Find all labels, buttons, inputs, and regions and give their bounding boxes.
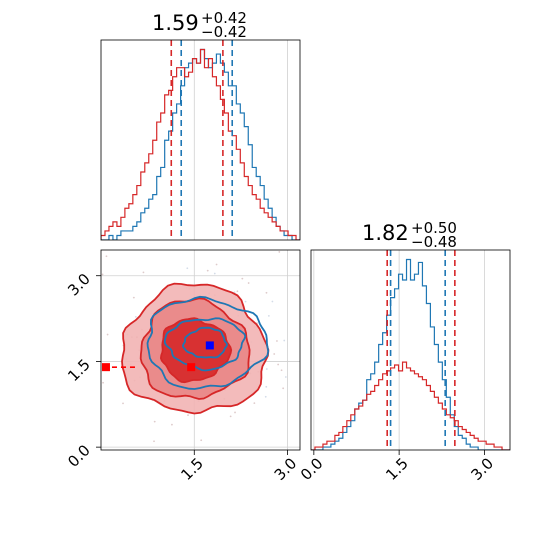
contour-sample-point bbox=[213, 272, 216, 275]
contour-sample-point bbox=[283, 339, 286, 342]
contour-sample-point bbox=[253, 402, 256, 405]
contour-sample-point bbox=[265, 368, 268, 370]
contour-sample-point bbox=[234, 411, 236, 414]
hist-param-2-xticks: 0.0 1.5 3.0 bbox=[297, 450, 497, 484]
contour-sample-point bbox=[273, 353, 276, 355]
hist-param-1-minus: −0.42 bbox=[201, 23, 247, 41]
contour-sample-point bbox=[62, 504, 64, 506]
contour-sample-point bbox=[142, 271, 145, 274]
contour-red-line-level-2 bbox=[121, 282, 270, 415]
contour-red-line-level-1 bbox=[139, 297, 251, 400]
contour-red-line-level-0 bbox=[159, 317, 233, 384]
contour-sample-point bbox=[276, 340, 278, 342]
contour-sample-point bbox=[200, 439, 203, 442]
contour-red-fill-level-0 bbox=[160, 318, 232, 383]
contour-xtick-label-0: 1.5 bbox=[177, 454, 207, 484]
hist-param-1-plus: +0.42 bbox=[201, 9, 247, 27]
hist-param-2-xtick-label-0: 0.0 bbox=[297, 454, 327, 484]
contour-sample-point bbox=[187, 414, 189, 417]
hist-param-2-series-1-step bbox=[311, 361, 510, 450]
contour-marker-red-point-outlier bbox=[101, 363, 110, 372]
contour-sample-point bbox=[171, 423, 173, 426]
contour-yticks: 0.0 1.5 3.0 bbox=[64, 270, 101, 471]
hist-param-2-xtick-label-1: 1.5 bbox=[382, 454, 412, 484]
contour-xticks: 1.5 3.0 bbox=[177, 450, 300, 484]
hist-param-2-bars bbox=[311, 258, 510, 450]
contour-frame bbox=[100, 249, 301, 451]
contour-sample-point bbox=[265, 291, 268, 294]
hist-param-2-panel: 1.82 +0.50 −0.48 0.0 1.5 3.0 bbox=[297, 219, 511, 484]
hist-param-2-series-0-step bbox=[311, 258, 510, 450]
contour-sample-point bbox=[282, 387, 285, 390]
contour-sample-point bbox=[277, 363, 280, 366]
contour-sample-point bbox=[236, 290, 239, 293]
contour-sample-point bbox=[186, 267, 189, 270]
hist-param-2-title: 1.82 bbox=[362, 221, 409, 245]
contour-ytick-label-2: 3.0 bbox=[64, 270, 94, 300]
contour-sample-point bbox=[264, 395, 267, 398]
contour-blue-line-level-0 bbox=[181, 326, 228, 359]
contour-ytick-label-1: 1.5 bbox=[64, 356, 94, 386]
contour-sample-point bbox=[106, 333, 109, 336]
contour-levels bbox=[121, 282, 270, 415]
contour-sample-point bbox=[229, 415, 232, 418]
contour-sample-point bbox=[280, 369, 283, 372]
hist-param-1-series-0-step bbox=[101, 48, 300, 240]
hist-param-2-frame bbox=[310, 249, 511, 451]
contour-sample-point bbox=[267, 314, 270, 317]
hist-param-1-series-1-step bbox=[101, 48, 300, 240]
contour-sample-point bbox=[265, 385, 268, 388]
contour-blue-line-level-1 bbox=[163, 317, 247, 372]
contour-sample-point bbox=[340, 333, 342, 335]
hist-param-1-quantiles bbox=[170, 40, 234, 240]
contour-xtick-label-1: 3.0 bbox=[271, 454, 301, 484]
contour-sample-point bbox=[153, 420, 156, 423]
contour-sample-point bbox=[215, 263, 218, 266]
hist-param-1-bars bbox=[101, 48, 300, 240]
hist-param-1-panel: 1.59 +0.42 −0.42 bbox=[100, 9, 301, 241]
contour-sample-point bbox=[102, 381, 104, 384]
contour-sample-point bbox=[101, 273, 104, 276]
contour-sample-point bbox=[244, 300, 247, 303]
contour-sample-point bbox=[206, 269, 209, 272]
contour-sample-point bbox=[153, 440, 155, 443]
contour-sample-point bbox=[247, 282, 250, 284]
contour-sample-point bbox=[134, 315, 137, 318]
contour-markers bbox=[101, 341, 214, 372]
hist-param-2-median: 1.82 bbox=[362, 221, 409, 245]
contour-sample-point bbox=[132, 296, 135, 299]
contour-blue-line-level-2 bbox=[146, 295, 270, 390]
contour-sample-point bbox=[278, 251, 281, 253]
hist-param-2-plus: +0.50 bbox=[411, 219, 457, 237]
hist-param-1-median: 1.59 bbox=[152, 11, 199, 35]
contour-sample-point bbox=[122, 402, 124, 405]
hist-param-1-grid bbox=[101, 40, 288, 240]
contour-sample-point bbox=[225, 455, 227, 457]
contour-sample-point bbox=[284, 376, 287, 378]
contour-sample-point bbox=[282, 453, 284, 455]
contour-sample-point bbox=[93, 220, 95, 222]
hist-param-2-minus: −0.48 bbox=[411, 233, 457, 251]
contour-sample-point bbox=[271, 300, 274, 303]
contour-sample-point bbox=[105, 255, 108, 258]
contour-panel: 1.5 3.0 0.0 1.5 3.0 bbox=[62, 220, 342, 506]
contour-marker-blue-point bbox=[205, 341, 214, 350]
hist-param-2-quantiles bbox=[386, 250, 456, 450]
hist-param-1-frame bbox=[100, 39, 301, 241]
contour-sample-point bbox=[160, 458, 162, 460]
hist-param-2-xtick-label-2: 3.0 bbox=[468, 454, 498, 484]
contour-sample-point bbox=[241, 277, 244, 280]
hist-param-1-title: 1.59 bbox=[152, 11, 199, 35]
contour-ytick-label-0: 0.0 bbox=[64, 441, 94, 471]
contour-marker-red-point-center bbox=[187, 363, 196, 372]
